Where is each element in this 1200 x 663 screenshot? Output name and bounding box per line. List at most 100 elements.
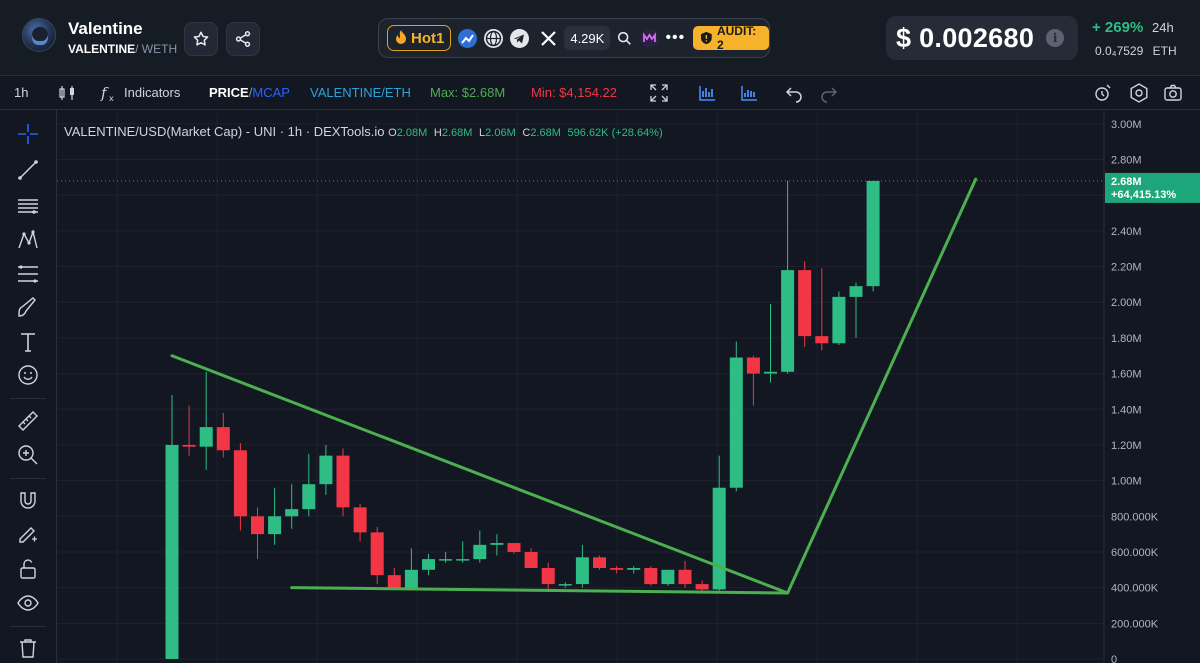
undo-icon[interactable] xyxy=(784,83,804,103)
candle-body xyxy=(610,568,624,570)
visibility-tool[interactable] xyxy=(16,591,40,615)
shield-alert-icon xyxy=(701,31,712,45)
lock-tool[interactable] xyxy=(16,557,40,581)
legend-high-key: H xyxy=(433,127,442,139)
pattern-tool[interactable] xyxy=(16,228,40,252)
eye-icon xyxy=(17,595,39,611)
svg-text:x: x xyxy=(109,94,114,103)
interval-selector[interactable]: 1h xyxy=(14,85,29,100)
candle-body xyxy=(746,357,760,374)
candle-body xyxy=(695,584,709,590)
ruler-tool[interactable] xyxy=(16,409,40,433)
candle-body xyxy=(251,516,264,535)
fib-tool[interactable] xyxy=(16,262,40,286)
indicators-button[interactable]: Indicators xyxy=(124,85,181,100)
trend-line-tool[interactable] xyxy=(16,158,40,182)
globe-icon[interactable] xyxy=(484,28,504,48)
trend-line xyxy=(786,177,978,595)
horizontal-lines-icon xyxy=(18,199,38,214)
candle-body xyxy=(404,569,418,588)
emoji-tool[interactable] xyxy=(16,363,40,387)
candle-body xyxy=(815,336,829,344)
favorite-button[interactable] xyxy=(184,22,218,56)
unlock-icon xyxy=(20,559,36,579)
redo-icon[interactable] xyxy=(819,83,839,103)
legend-open-key: O xyxy=(388,127,397,139)
y-tick-label: 800.000K xyxy=(1111,511,1159,523)
search-icon[interactable] xyxy=(616,29,633,48)
x-icon[interactable] xyxy=(539,29,558,48)
pencil-icon xyxy=(19,527,37,543)
eth-price-value: 0.0₄7529 xyxy=(1095,44,1144,58)
token-avatar[interactable] xyxy=(22,18,56,52)
candle-body xyxy=(764,371,777,374)
camera-icon[interactable] xyxy=(1163,83,1183,103)
candle-body xyxy=(678,569,692,585)
legend-low-key: L xyxy=(479,127,486,139)
bar-chart-icon[interactable] xyxy=(739,83,759,103)
magnet-tool[interactable] xyxy=(16,489,40,513)
eth-price-unit: ETH xyxy=(1152,44,1177,58)
info-icon[interactable]: i xyxy=(1046,29,1065,47)
legend-close-key: C xyxy=(522,127,531,139)
zoom-in-icon xyxy=(18,445,38,465)
alert-settings-icon[interactable] xyxy=(1093,83,1113,103)
candle-body xyxy=(781,270,795,372)
price-toggle-label: PRICE xyxy=(209,85,249,100)
crosshair-tool[interactable] xyxy=(16,122,40,146)
candle-body xyxy=(422,559,435,570)
candle-body xyxy=(370,532,384,576)
settings-icon[interactable] xyxy=(1129,83,1149,103)
zoom-tool[interactable] xyxy=(16,443,40,467)
tools-divider xyxy=(10,478,46,479)
price-chart[interactable]: 0 200.000K 400.000K 600.000K 800.000K 1.00M 1.… xyxy=(57,110,1200,663)
token-name: Valentine xyxy=(68,19,143,38)
candle-body xyxy=(866,180,880,287)
y-tick-label: 2.40M xyxy=(1111,226,1142,238)
trades-chart-icon[interactable] xyxy=(697,83,717,103)
more-links-icon[interactable]: ••• xyxy=(665,29,686,46)
candle-body xyxy=(439,559,453,561)
eth-price: 0.0₄7529 ETH xyxy=(1095,44,1177,58)
last-price-change: +64,415.13% xyxy=(1111,189,1176,201)
candle-body xyxy=(593,557,606,569)
text-tool[interactable] xyxy=(16,330,40,354)
horizontal-lines-tool[interactable] xyxy=(16,194,40,218)
candle-type-icon[interactable] xyxy=(57,83,77,103)
tools-divider xyxy=(10,626,46,627)
legend-open-value: 2.08M xyxy=(396,127,428,139)
x-followers-count: 4.29K xyxy=(564,26,611,50)
candle-body xyxy=(302,484,316,510)
audit-badge[interactable]: AUDIT: 2 xyxy=(693,24,769,52)
candle-body xyxy=(849,286,863,297)
candle-body xyxy=(729,357,743,488)
candle-body xyxy=(524,551,538,569)
candle-body xyxy=(473,544,487,560)
token-price: $ 0.002680 xyxy=(896,22,1035,53)
candle-body xyxy=(285,509,299,517)
svg-text:f: f xyxy=(100,84,109,102)
audit-label: AUDIT: 2 xyxy=(716,24,757,52)
candle-body xyxy=(268,516,282,535)
price-change: + 269% xyxy=(1092,19,1144,36)
dex-logo-icon[interactable] xyxy=(640,28,660,48)
price-mcap-toggle[interactable]: PRICE/MCAP xyxy=(209,85,290,100)
chart-site-icon[interactable] xyxy=(458,28,478,48)
pair-toggle[interactable]: VALENTINE/ETH xyxy=(310,85,411,100)
telegram-icon[interactable] xyxy=(510,28,530,48)
hot-rank-badge[interactable]: Hot1 xyxy=(387,25,452,51)
candle-body xyxy=(507,543,521,552)
smile-icon xyxy=(18,365,38,385)
brush-tool[interactable] xyxy=(16,296,40,320)
trash-icon xyxy=(20,639,36,658)
fullscreen-icon[interactable] xyxy=(649,83,669,103)
star-icon xyxy=(193,31,209,46)
candle-body xyxy=(798,270,812,337)
share-button[interactable] xyxy=(226,22,260,56)
draw-mode-tool[interactable] xyxy=(16,523,40,547)
fib-retracement-icon xyxy=(18,265,38,283)
delete-tool[interactable] xyxy=(16,636,40,660)
legend-change: 596.62K (+28.64%) xyxy=(567,127,663,139)
